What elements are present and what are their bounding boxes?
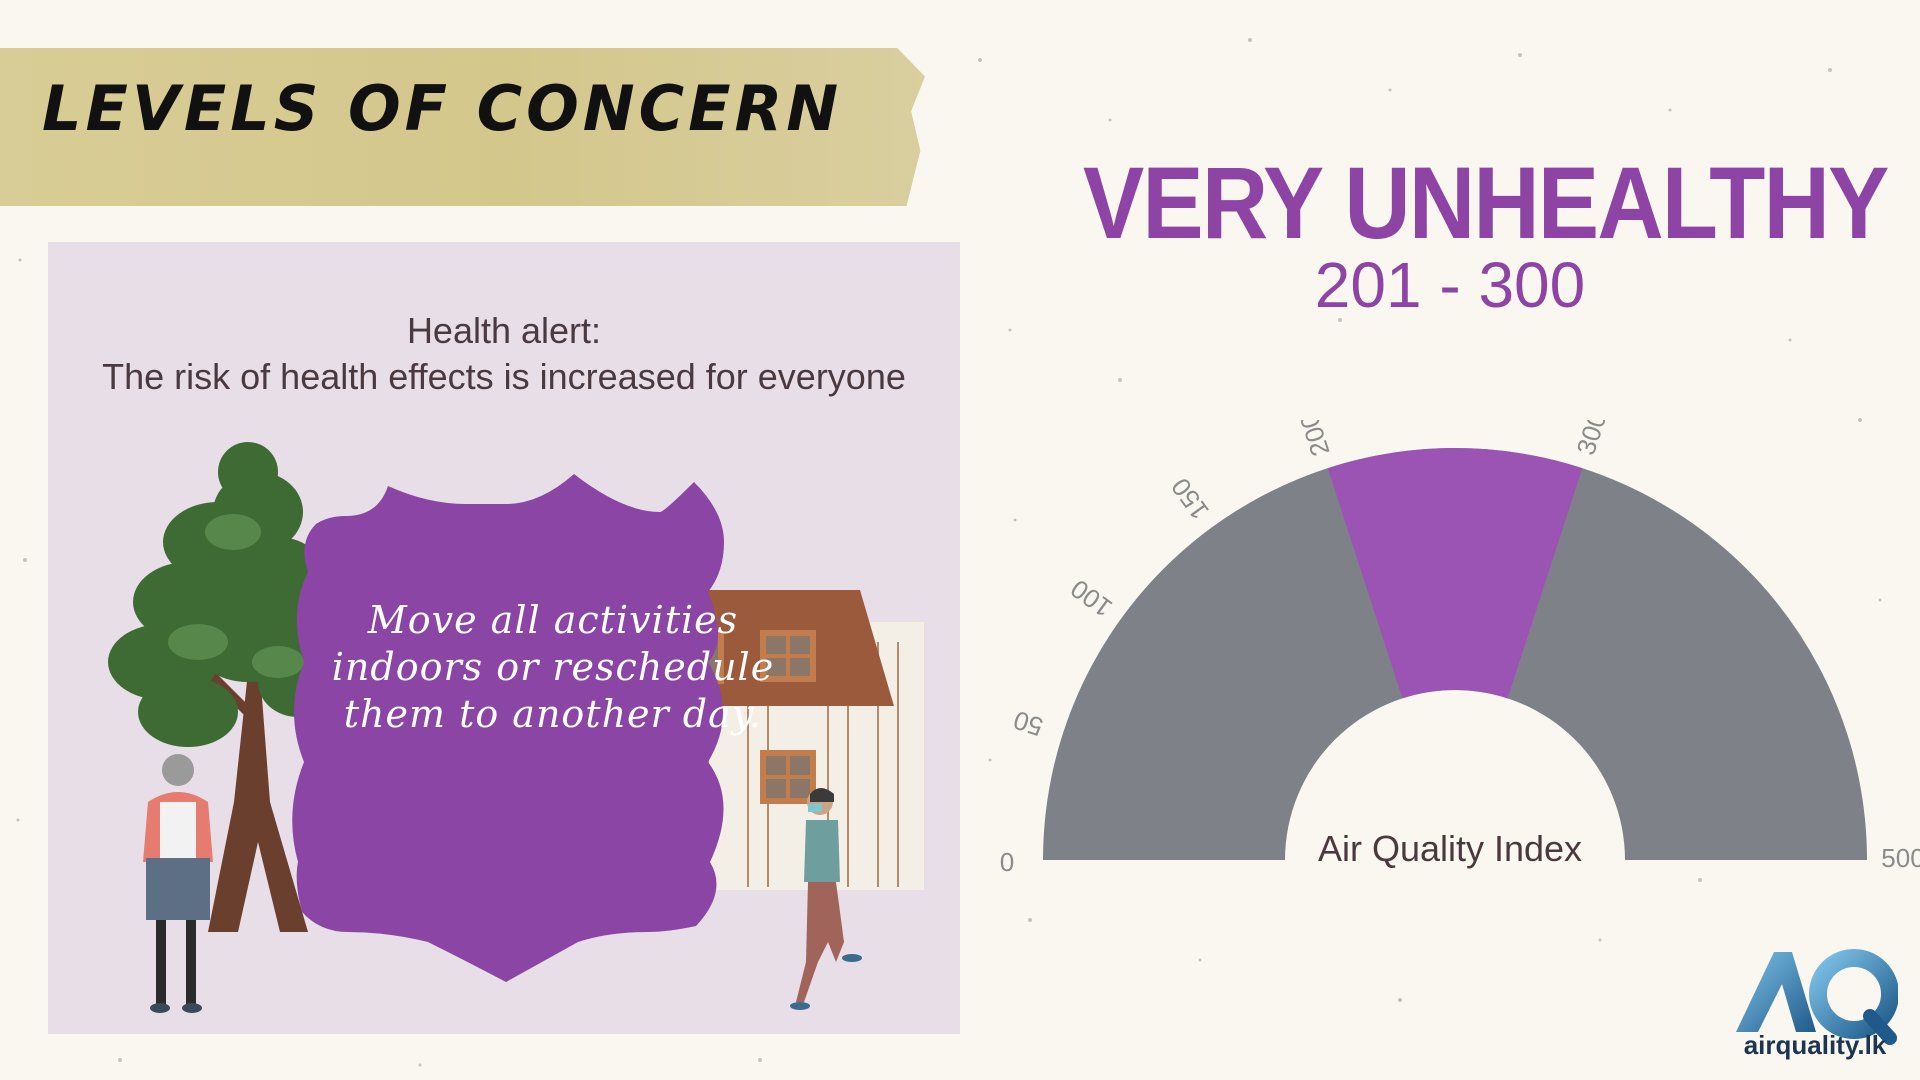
advice-text: Move all activities indoors or reschedul… — [331, 598, 775, 736]
health-alert-message: The risk of health effects is increased … — [102, 356, 906, 397]
gauge-tick-label: 150 — [1165, 472, 1215, 525]
aqi-gauge: 0 50 100 150 200 300 500 — [1000, 420, 1920, 877]
level-name: VERY UNHEALTHY — [1083, 146, 1889, 260]
level-range: 201 - 300 — [1314, 249, 1586, 321]
gauge-tick-label: 50 — [1010, 705, 1047, 742]
illustration-scene — [108, 442, 924, 1013]
man-illustration — [790, 788, 862, 1010]
gauge-tick-label: 200 — [1294, 420, 1336, 460]
gauge-tick-label: 500 — [1881, 843, 1920, 873]
gauge-tick-label: 0 — [1000, 847, 1014, 877]
advice-bubble-shape — [292, 474, 724, 982]
gauge-highlight-arc — [1327, 448, 1583, 699]
health-alert: Health alert: The risk of health effects… — [48, 308, 960, 400]
airquality-logo-icon — [1736, 949, 1898, 1045]
gauge-label: Air Quality Index — [1317, 828, 1583, 869]
page-title: LEVELS OF CONCERN — [42, 72, 843, 145]
logo-text: airquality.lk — [1743, 1030, 1887, 1060]
woman-illustration — [143, 754, 213, 1013]
tree-illustration — [108, 442, 338, 932]
info-panel: Health alert: The risk of health effects… — [48, 242, 960, 1034]
health-alert-heading: Health alert: — [406, 310, 602, 351]
gauge-tick-label: 100 — [1065, 574, 1118, 624]
header-band — [0, 48, 925, 206]
gauge-tick-label: 300 — [1570, 420, 1612, 459]
